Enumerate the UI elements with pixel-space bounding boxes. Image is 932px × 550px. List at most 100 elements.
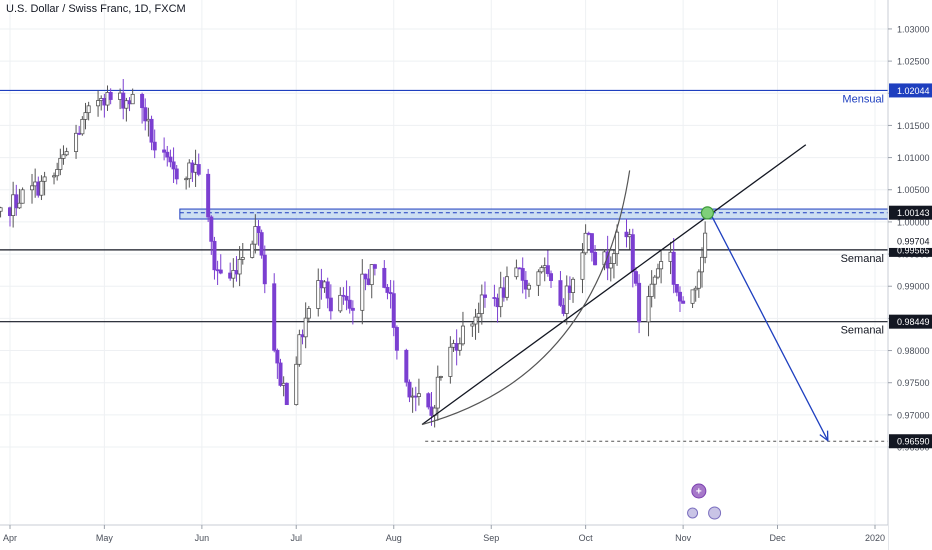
candle-body — [372, 264, 377, 269]
price-tick-label: 1.00000 — [897, 217, 930, 227]
target-price-label-bg — [889, 434, 932, 449]
parabolic-curve[interactable] — [421, 170, 631, 426]
time-axis-bg[interactable] — [0, 525, 888, 550]
candle-body — [435, 376, 440, 409]
candle-body — [583, 232, 588, 254]
flag-icon[interactable] — [687, 507, 699, 519]
candle-body — [633, 271, 638, 284]
candle-body — [426, 393, 431, 408]
candle-body — [545, 265, 550, 275]
candle-body — [102, 98, 107, 106]
level-name-2: Semanal — [841, 325, 884, 337]
candle-body — [473, 316, 478, 325]
candle-body — [479, 294, 484, 315]
zone-price-label: 1.00143 — [897, 208, 930, 218]
price-tick-label: 1.00500 — [897, 185, 930, 195]
candle-body — [168, 156, 173, 163]
flag-icon[interactable] — [708, 506, 722, 520]
event-icon[interactable] — [691, 483, 707, 499]
candle-body — [382, 267, 387, 288]
candle-body — [80, 118, 85, 135]
candle-body — [454, 343, 459, 351]
symbol-title: U.S. Dollar / Swiss Franc, 1D, FXCM — [6, 3, 186, 15]
candle-body — [593, 251, 598, 266]
time-tick-label: Jun — [195, 533, 210, 543]
candle-body — [498, 287, 503, 308]
candle-body — [690, 289, 695, 304]
level-name-0: Mensual — [842, 93, 884, 105]
projection-arrow-head — [819, 430, 829, 442]
candle-body — [130, 93, 135, 105]
candle-body — [300, 334, 305, 338]
current-price-bg — [889, 233, 932, 248]
candle-body — [495, 297, 500, 308]
event-icon-glyph: + — [696, 487, 702, 498]
semanal-lower-price-label-bg — [889, 314, 932, 329]
candle-body — [294, 363, 299, 406]
candle-body — [212, 240, 217, 271]
candle-body — [174, 168, 179, 180]
price-axis-bg[interactable] — [888, 0, 932, 550]
resistance-zone[interactable] — [179, 208, 889, 220]
candle-body — [360, 273, 365, 311]
candle-body — [306, 308, 311, 319]
candle-body — [438, 376, 443, 378]
candle-body — [561, 304, 566, 314]
candle-body — [482, 294, 487, 298]
price-tick-label: 0.97500 — [897, 378, 930, 388]
candle-body — [11, 194, 16, 217]
candle-body — [262, 254, 267, 285]
candle-body — [492, 297, 497, 299]
trendline[interactable] — [421, 144, 807, 426]
time-tick-label: Apr — [3, 533, 17, 543]
candle-body — [121, 92, 126, 109]
candle-body — [275, 349, 280, 364]
time-tick-label: Oct — [579, 533, 594, 543]
candle-body — [668, 251, 673, 262]
candle-body — [611, 253, 616, 264]
candle-body — [586, 232, 591, 235]
candle-body — [297, 334, 302, 365]
candle-body — [14, 194, 19, 209]
candle-body — [143, 107, 148, 122]
candle-body — [410, 395, 415, 398]
candle-body — [171, 161, 176, 170]
candle-body — [256, 226, 261, 233]
candle-body — [278, 362, 283, 386]
candle-body — [630, 234, 635, 272]
current-price-label: 0.99704 — [897, 236, 930, 246]
candle-body — [514, 267, 519, 278]
candle-body — [404, 349, 409, 383]
candle-body — [209, 216, 214, 242]
candle-body — [413, 395, 418, 398]
candle-body — [671, 251, 676, 285]
candle-body — [231, 270, 236, 279]
candle-body — [637, 282, 642, 323]
candle-body — [517, 267, 522, 270]
candle-body — [460, 325, 465, 345]
candle-body — [347, 299, 352, 309]
time-tick-label: May — [96, 533, 114, 543]
candle-body — [284, 382, 289, 406]
candle-body — [369, 264, 374, 286]
candle-body — [152, 141, 157, 151]
time-tick-label: Sep — [483, 533, 499, 543]
candle-body — [571, 278, 576, 293]
candle-body — [539, 267, 544, 273]
candle-body — [322, 281, 327, 289]
candle-body — [696, 271, 701, 289]
touch-point-marker[interactable] — [700, 206, 715, 220]
candle-body — [363, 273, 368, 280]
projection-arrow-line[interactable] — [710, 215, 829, 441]
candle-body — [108, 92, 113, 100]
candle-body — [344, 295, 349, 301]
price-tick-label: 1.01000 — [897, 153, 930, 163]
candle-body — [303, 317, 308, 338]
candle-body — [237, 258, 242, 275]
candle-body — [536, 271, 541, 286]
candle-body — [391, 293, 396, 328]
candle-body — [615, 231, 620, 255]
candle-body — [649, 283, 654, 297]
